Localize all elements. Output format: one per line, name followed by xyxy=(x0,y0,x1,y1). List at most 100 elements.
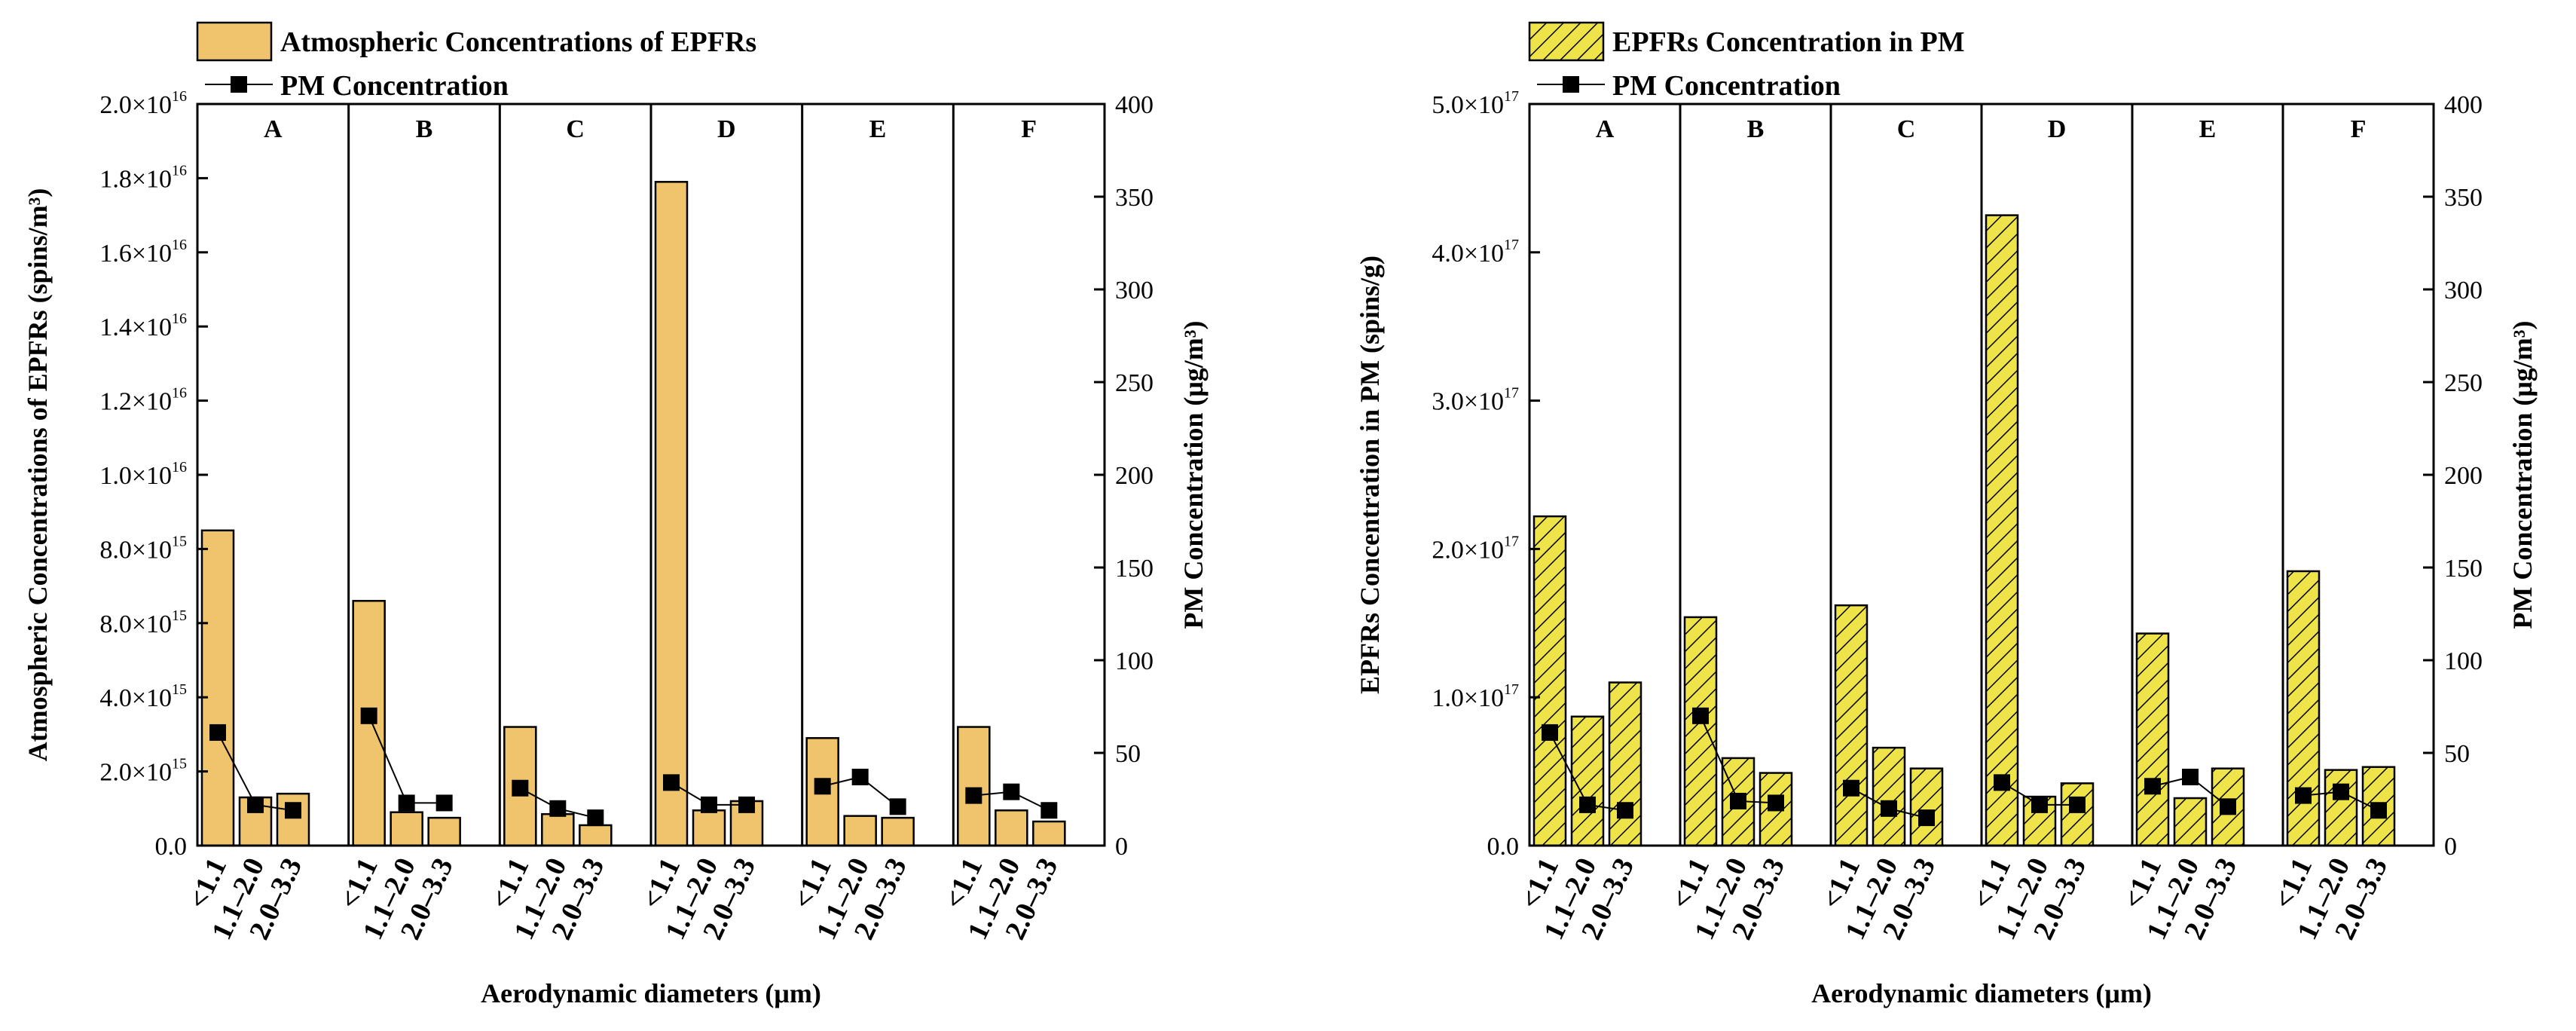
bar xyxy=(1532,515,1567,847)
bar xyxy=(390,811,423,847)
pm-marker xyxy=(587,809,604,827)
left-tick-label: 0.0 xyxy=(1487,833,1520,861)
pm-marker xyxy=(738,796,755,813)
pm-marker xyxy=(209,724,226,741)
panel-label: B xyxy=(416,115,433,143)
exponent: 17 xyxy=(1504,237,1519,253)
right-tick-label: 350 xyxy=(1115,184,1154,212)
panel-label: F xyxy=(1021,115,1037,143)
panel-label: E xyxy=(2199,115,2217,143)
right-tick-label: 300 xyxy=(2444,277,2483,304)
pm-marker xyxy=(512,779,529,797)
bar xyxy=(1985,214,2019,847)
pm-marker xyxy=(1692,707,1709,724)
bar xyxy=(2173,797,2208,847)
bar xyxy=(843,815,877,847)
right-tick-label: 150 xyxy=(2444,555,2483,583)
right-tick-label: 200 xyxy=(1115,462,1154,490)
pm-marker xyxy=(851,768,869,785)
right-tick-label: 50 xyxy=(1115,740,1141,768)
left-tick-label: 1.0×1017 xyxy=(1432,681,1519,712)
panel-label: B xyxy=(1747,115,1765,143)
left-tick-label: 2.0×1016 xyxy=(99,88,187,119)
exponent: 17 xyxy=(1504,88,1519,105)
x-axis-title: Aerodynamic diameters (μm) xyxy=(481,978,821,1008)
bar xyxy=(1872,746,1906,847)
left-tick-label: 1.6×1016 xyxy=(99,237,187,268)
legend-bar-label: EPFRs Concentration in PM xyxy=(1612,26,1965,58)
legend-line-marker xyxy=(231,76,247,93)
left-tick-label: 4.0×1015 xyxy=(99,681,187,712)
pm-marker xyxy=(1040,802,1058,819)
pm-marker xyxy=(360,707,377,724)
bar xyxy=(1032,820,1066,847)
bar xyxy=(1570,715,1605,847)
right-tick-label: 100 xyxy=(1115,647,1154,675)
pm-marker xyxy=(1768,794,1784,812)
panel-label: E xyxy=(869,115,887,143)
exponent: 17 xyxy=(1504,533,1519,549)
panel-label: F xyxy=(2351,115,2367,143)
bar xyxy=(427,816,461,847)
left-tick-label: 0.0 xyxy=(155,833,188,861)
right-tick-label: 400 xyxy=(2444,91,2483,119)
left-tick-label: 5.0×1017 xyxy=(1432,88,1519,119)
bar xyxy=(200,529,235,847)
pm-marker xyxy=(2031,796,2048,813)
bar xyxy=(692,809,726,847)
left-tick-label: 8.0×1015 xyxy=(99,533,187,564)
right-tick-label: 300 xyxy=(1115,277,1154,304)
bar xyxy=(276,792,310,847)
right-chart: A<1.11.1–2.02.0–3.3B<1.11.1–2.02.0–3.3C<… xyxy=(1355,21,2538,1008)
bar xyxy=(654,181,689,847)
bar xyxy=(2060,782,2095,847)
left-tick-label: 8.0×1015 xyxy=(99,607,187,638)
pm-marker xyxy=(1617,802,1633,819)
pm-marker xyxy=(2333,783,2349,800)
pm-marker xyxy=(1994,774,2010,791)
exponent: 16 xyxy=(172,311,187,327)
exponent: 16 xyxy=(172,237,187,253)
bar xyxy=(2324,769,2358,847)
pm-marker xyxy=(2220,798,2236,815)
pm-marker xyxy=(1003,783,1020,800)
bar xyxy=(881,816,915,847)
pm-marker xyxy=(1918,809,1935,827)
legend-line-marker xyxy=(1563,76,1579,93)
right-tick-label: 350 xyxy=(2444,184,2483,212)
right-tick-label: 0 xyxy=(2444,833,2457,861)
panel-label: A xyxy=(264,115,283,143)
right-tick-label: 50 xyxy=(2444,740,2470,768)
panel-label: D xyxy=(717,115,736,143)
bar xyxy=(995,809,1028,847)
left-tick-label: 2.0×1017 xyxy=(1432,533,1519,564)
bar xyxy=(2135,632,2170,847)
pm-marker xyxy=(398,794,415,812)
pm-marker xyxy=(1542,724,1558,741)
right-tick-label: 250 xyxy=(2444,369,2483,397)
pm-marker xyxy=(1579,796,1596,813)
pm-marker xyxy=(285,802,301,819)
left-tick-label: 1.0×1016 xyxy=(99,459,187,490)
bar xyxy=(1608,681,1642,847)
left-tick-label: 4.0×1017 xyxy=(1432,237,1519,268)
pm-marker xyxy=(701,796,717,813)
y-axis-right-title: PM Concentration (μg/m³) xyxy=(1178,320,1209,629)
exponent: 16 xyxy=(172,88,187,105)
exponent: 17 xyxy=(1504,385,1519,402)
exponent: 15 xyxy=(172,533,187,549)
exponent: 16 xyxy=(172,459,187,476)
pm-marker xyxy=(549,800,567,817)
pm-marker xyxy=(1730,792,1746,809)
bar xyxy=(579,824,613,847)
left-tick-label: 1.8×1016 xyxy=(99,162,187,193)
legend-bar-swatch xyxy=(1528,21,1605,62)
exponent: 16 xyxy=(172,385,187,402)
right-tick-label: 150 xyxy=(1115,555,1154,583)
legend-bar-label: Atmospheric Concentrations of EPFRs xyxy=(280,26,756,58)
left-tick-label: 2.0×1015 xyxy=(99,756,187,787)
bar xyxy=(1683,616,1718,847)
pm-marker xyxy=(2295,787,2312,804)
left-tick-label: 3.0×1017 xyxy=(1432,385,1519,416)
legend-line-label: PM Concentration xyxy=(1612,70,1841,102)
